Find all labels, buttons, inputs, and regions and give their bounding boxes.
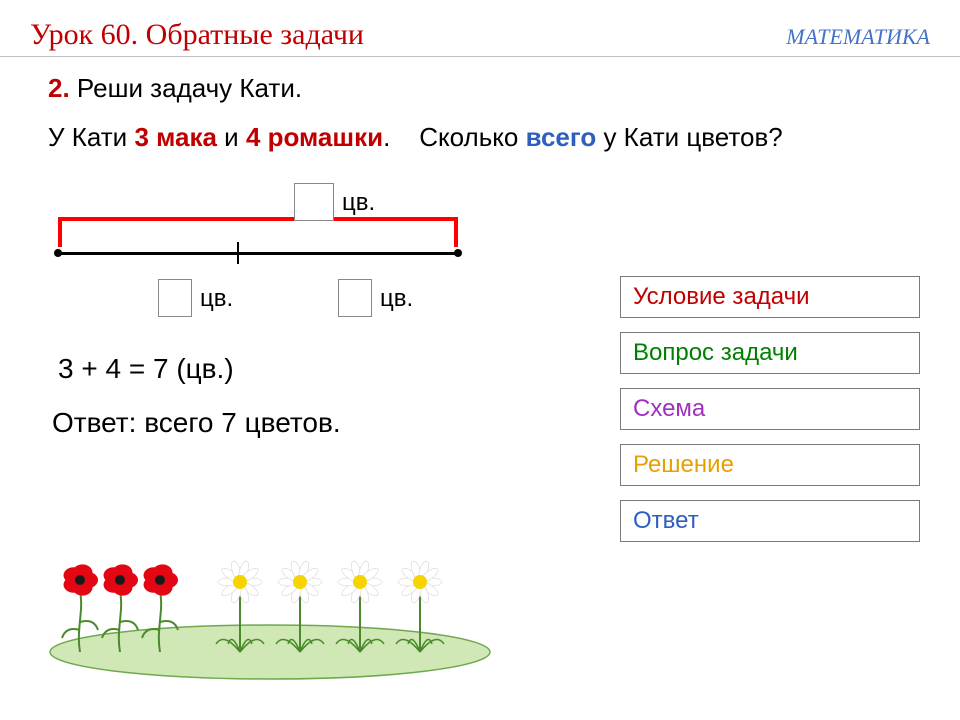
- legend-item-4: Ответ: [620, 500, 920, 542]
- question-prefix: Сколько: [419, 122, 525, 152]
- segment-diagram: цв. цв. цв.: [48, 183, 478, 323]
- bracket-total: [58, 217, 458, 247]
- task-heading: 2. Реши задачу Кати.: [48, 73, 930, 104]
- legend-item-1: Вопрос задачи: [620, 332, 920, 374]
- segment-line: [58, 252, 458, 255]
- box-left: [158, 279, 192, 317]
- unit-left: цв.: [200, 285, 233, 313]
- box-right: [338, 279, 372, 317]
- flowerbed-illustration: [40, 540, 500, 680]
- legend-item-2: Схема: [620, 388, 920, 430]
- question-bold: всего: [526, 122, 597, 152]
- question-suffix: у Кати цветов?: [596, 122, 783, 152]
- problem-prefix: У Кати: [48, 122, 134, 152]
- segment-dot-left: [54, 249, 62, 257]
- problem-statement: У Кати 3 мака и 4 ромашки. Сколько всего…: [48, 122, 930, 153]
- unit-top: цв.: [342, 189, 375, 217]
- header: Урок 60. Обратные задачи МАТЕМАТИКА: [0, 0, 960, 57]
- task-number: 2.: [48, 73, 70, 103]
- segment-dot-right: [454, 249, 462, 257]
- problem-dot: .: [383, 122, 390, 152]
- problem-romashki: 4 ромашки: [246, 122, 383, 152]
- lesson-title: Урок 60. Обратные задачи: [30, 18, 364, 52]
- legend-item-3: Решение: [620, 444, 920, 486]
- legend-list: Условие задачи Вопрос задачи Схема Решение О…: [620, 276, 920, 556]
- problem-and: и: [217, 122, 246, 152]
- box-total: [294, 183, 334, 221]
- legend-item-0: Условие задачи: [620, 276, 920, 318]
- problem-mak: 3 мака: [134, 122, 217, 152]
- subject-label: МАТЕМАТИКА: [786, 24, 930, 50]
- unit-right: цв.: [380, 285, 413, 313]
- task-text: Реши задачу Кати.: [77, 73, 302, 103]
